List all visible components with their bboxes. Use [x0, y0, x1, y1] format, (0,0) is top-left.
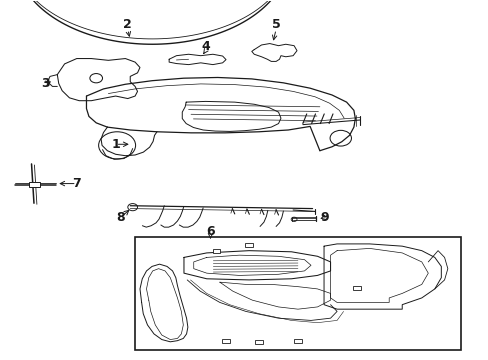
- Text: 9: 9: [320, 211, 328, 224]
- Bar: [244, 243, 252, 247]
- Text: 7: 7: [72, 177, 81, 190]
- Text: 1: 1: [111, 138, 120, 151]
- Bar: [29, 182, 40, 187]
- Bar: [293, 338, 301, 343]
- Text: 6: 6: [206, 225, 214, 238]
- Bar: [254, 340, 262, 344]
- Bar: [222, 338, 230, 343]
- Text: 4: 4: [201, 40, 209, 53]
- Text: 5: 5: [271, 18, 280, 31]
- Text: 2: 2: [123, 18, 132, 31]
- Text: 3: 3: [41, 77, 49, 90]
- Bar: [352, 285, 360, 290]
- Text: 8: 8: [116, 211, 124, 224]
- Bar: [212, 248, 220, 253]
- Bar: [135, 237, 460, 350]
